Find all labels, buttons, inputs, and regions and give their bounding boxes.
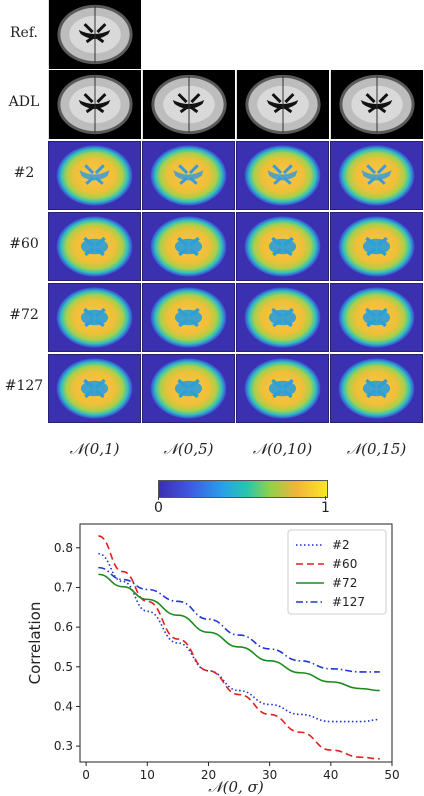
map-r60-4: [330, 212, 423, 281]
map-r72-3: [236, 283, 329, 352]
y-tick-label: 0.6: [54, 620, 73, 634]
map-r127-2: [142, 354, 235, 423]
x-tick-label: 30: [262, 768, 277, 782]
map-r127-4: [330, 354, 423, 423]
legend-box: [287, 529, 387, 615]
map-r2-3: [236, 141, 329, 210]
map-r60-1: [48, 212, 141, 281]
colorbar-min-label: 0: [154, 500, 163, 516]
y-tick-label: 0.3: [54, 739, 73, 753]
row-label-127: #127: [4, 378, 44, 394]
legend: #2 #60 #72 #127: [287, 529, 387, 615]
series-line-n127: [98, 566, 380, 673]
legend-label: #127: [332, 595, 365, 609]
x-tick-label: 0: [82, 768, 90, 782]
row-label-adl: ADL: [8, 94, 40, 110]
adl-image-4: [330, 70, 423, 139]
x-tick-label: 50: [384, 768, 399, 782]
colorbar-tick-max: [325, 496, 326, 500]
map-r2-1: [48, 141, 141, 210]
y-axis-label: Correlation: [26, 602, 44, 685]
map-r60-2: [142, 212, 235, 281]
adl-image-3: [236, 70, 329, 139]
series-layer: [98, 535, 380, 760]
col-label-10: 𝒩(0,10): [252, 440, 313, 458]
map-r2-2: [142, 141, 235, 210]
adl-image-2: [142, 70, 235, 139]
series-line-n2: [98, 552, 380, 723]
y-tick-label: 0.5: [54, 660, 73, 674]
col-label-15: 𝒩(0,15): [346, 440, 407, 458]
x-tick-label: 20: [201, 768, 216, 782]
y-tick-label: 0.8: [54, 541, 73, 555]
y-tick-label: 0.4: [54, 699, 73, 713]
x-axis-label: 𝒩(0, σ): [208, 778, 264, 796]
y-axis: 0.3 0.4 0.5 0.6 0.7 0.8: [54, 541, 80, 753]
colorbar: [158, 480, 328, 498]
colorbar-max-label: 1: [321, 500, 330, 516]
reference-image: [48, 0, 141, 69]
map-r127-3: [236, 354, 329, 423]
col-label-1: 𝒩(0,1): [69, 440, 120, 458]
map-r72-2: [142, 283, 235, 352]
plot-frame: [79, 523, 393, 763]
map-r127-1: [48, 354, 141, 423]
x-tick-label: 40: [323, 768, 338, 782]
map-r72-4: [330, 283, 423, 352]
row-label-60: #60: [9, 236, 39, 252]
x-axis: 0 10 20 30 40 50: [82, 762, 400, 782]
colorbar-tick-min: [158, 496, 159, 500]
y-tick-label: 0.7: [54, 580, 73, 594]
series-line-n60: [98, 535, 380, 760]
legend-label: #60: [332, 557, 357, 571]
row-label-2: #2: [13, 165, 35, 181]
legend-label: #2: [332, 538, 350, 552]
row-label-ref: Ref.: [10, 25, 38, 41]
map-r2-4: [330, 141, 423, 210]
row-label-72: #72: [9, 307, 39, 323]
map-r72-1: [48, 283, 141, 352]
col-label-5: 𝒩(0,5): [163, 440, 214, 458]
legend-label: #72: [332, 576, 357, 590]
x-tick-label: 10: [140, 768, 155, 782]
adl-image-1: [48, 70, 141, 139]
map-r60-3: [236, 212, 329, 281]
series-line-n72: [98, 573, 380, 692]
correlation-chart: 0.3 0.4 0.5 0.6 0.7 0.8 0 10 20 30 40 50 Correlati…: [26, 523, 400, 796]
